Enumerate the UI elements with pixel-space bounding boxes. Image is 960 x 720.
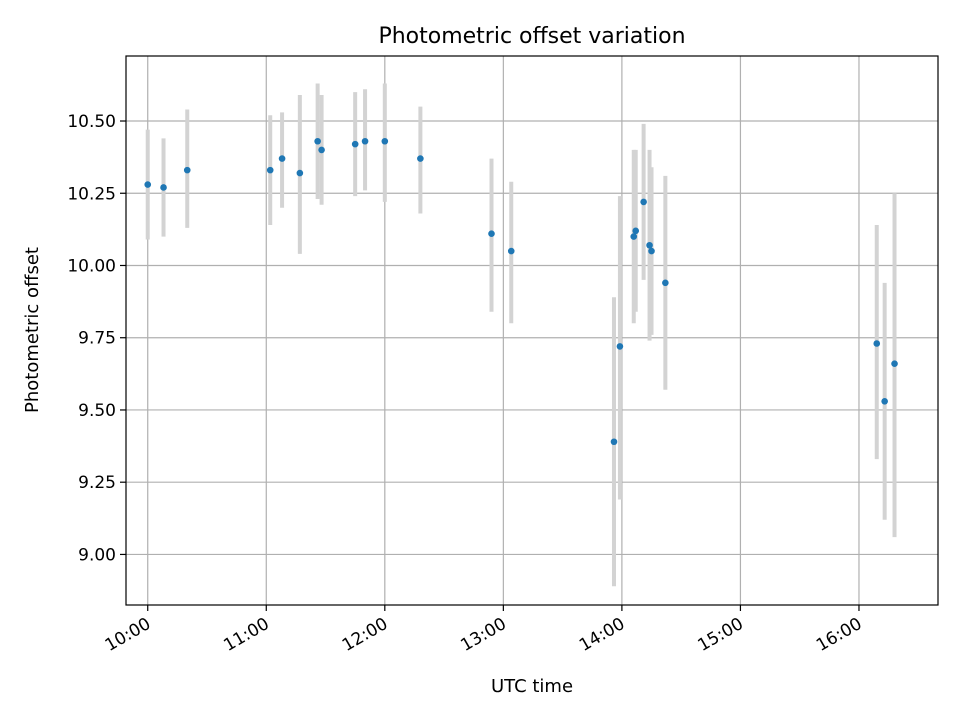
data-point	[381, 137, 389, 145]
data-point	[160, 184, 167, 191]
data-point	[351, 140, 359, 148]
data-point	[881, 397, 888, 405]
x-axis-label: UTC time	[491, 676, 573, 697]
x-tick-label: 10:00	[102, 614, 154, 656]
x-tick-label: 11:00	[220, 614, 272, 656]
y-tick-label: 10.25	[67, 184, 116, 204]
error-bars	[145, 83, 897, 587]
x-tick-label: 15:00	[694, 614, 746, 656]
x-tick-label: 12:00	[339, 614, 391, 656]
data-point	[891, 360, 898, 368]
y-tick-label: 10.50	[67, 112, 116, 132]
data-point	[417, 155, 424, 162]
y-tick-label: 10.00	[67, 256, 116, 276]
data-point	[648, 247, 655, 255]
y-axis-label: Photometric offset	[22, 247, 43, 413]
data-point	[296, 169, 304, 177]
y-tick-label: 9.75	[78, 329, 116, 349]
data-point	[318, 146, 325, 154]
data-point	[630, 233, 638, 240]
data-point	[183, 166, 191, 174]
data-point	[361, 137, 369, 145]
data-point	[314, 137, 321, 145]
x-tick-label: 13:00	[457, 614, 509, 656]
chart-title: Photometric offset variation	[378, 24, 685, 49]
data-point	[662, 279, 669, 287]
y-axis-ticks: 9.00 9.25 9.50 9.75 10.00 10.25 10.50	[67, 112, 126, 565]
data-point	[632, 227, 640, 235]
data-point	[144, 181, 152, 188]
y-tick-label: 9.00	[78, 545, 116, 565]
x-tick-label: 14:00	[576, 614, 628, 656]
x-axis-ticks: 10:00 11:00 12:00 13:00 14:00 15:00 16:00	[102, 605, 865, 656]
data-point	[646, 241, 653, 249]
x-tick-label: 16:00	[813, 614, 865, 656]
data-point	[507, 247, 515, 255]
data-point	[640, 198, 647, 206]
data-point	[616, 343, 624, 350]
data-point	[610, 438, 618, 446]
data-point	[488, 230, 495, 238]
y-tick-label: 9.50	[78, 401, 116, 421]
data-points	[144, 137, 898, 446]
plot-frame	[125, 55, 939, 606]
data-point	[873, 340, 881, 347]
data-point	[278, 155, 286, 162]
grid	[126, 56, 938, 605]
y-tick-label: 9.25	[78, 473, 116, 493]
data-point	[266, 166, 274, 174]
